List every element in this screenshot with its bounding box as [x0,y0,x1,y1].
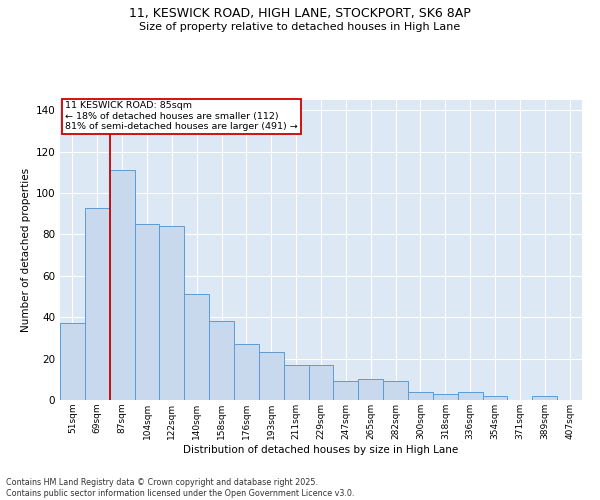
Bar [259,352,284,400]
Bar [184,294,209,400]
Text: Size of property relative to detached houses in High Lane: Size of property relative to detached ho… [139,22,461,32]
Bar [308,365,334,400]
Bar [383,382,408,400]
Bar [209,322,234,400]
Bar [284,365,308,400]
Bar [134,224,160,400]
Bar [433,394,458,400]
Bar [482,396,508,400]
Bar [334,382,358,400]
Bar [458,392,482,400]
Bar [160,226,184,400]
Bar [60,324,85,400]
Bar [110,170,134,400]
X-axis label: Distribution of detached houses by size in High Lane: Distribution of detached houses by size … [184,444,458,454]
Text: Contains HM Land Registry data © Crown copyright and database right 2025.
Contai: Contains HM Land Registry data © Crown c… [6,478,355,498]
Text: 11, KESWICK ROAD, HIGH LANE, STOCKPORT, SK6 8AP: 11, KESWICK ROAD, HIGH LANE, STOCKPORT, … [129,8,471,20]
Text: 11 KESWICK ROAD: 85sqm
← 18% of detached houses are smaller (112)
81% of semi-de: 11 KESWICK ROAD: 85sqm ← 18% of detached… [65,102,298,132]
Bar [408,392,433,400]
Bar [234,344,259,400]
Bar [358,380,383,400]
Bar [85,208,110,400]
Bar [532,396,557,400]
Y-axis label: Number of detached properties: Number of detached properties [21,168,31,332]
